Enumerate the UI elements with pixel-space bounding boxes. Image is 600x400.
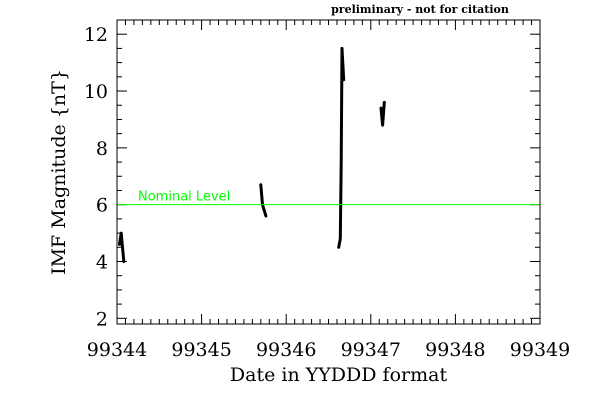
y-tick-label: 6 — [96, 195, 108, 217]
x-tick-label: 99347 — [341, 339, 401, 361]
data-line-segment — [259, 183, 268, 218]
x-tick-label: 99348 — [425, 339, 485, 361]
y-tick-label: 8 — [96, 138, 108, 160]
data-line-segment — [118, 231, 126, 263]
y-tick-labels: 2 4 6 8 10 12 — [84, 24, 108, 330]
data-line-segment — [379, 100, 386, 127]
preliminary-note: preliminary - not for citation — [331, 3, 509, 16]
y-tick-label: 10 — [84, 81, 108, 103]
y-tick-label: 4 — [96, 251, 108, 273]
axis-ticks — [116, 20, 541, 324]
plot-frame — [116, 19, 541, 325]
y-tick-label: 2 — [96, 308, 108, 330]
x-tick-label: 99349 — [510, 339, 570, 361]
x-tick-label: 99346 — [256, 339, 316, 361]
y-tick-label: 12 — [84, 24, 108, 46]
x-tick-label: 99345 — [171, 339, 231, 361]
nominal-level-label: Nominal Level — [138, 190, 230, 205]
x-axis-title: Date in YYDDD format — [230, 364, 448, 386]
data-line-segment — [337, 46, 346, 249]
x-tick-labels: 99344 99345 99346 99347 99348 99349 — [87, 339, 570, 361]
data-series — [118, 46, 386, 263]
y-axis-title: IMF Magnitude {nT} — [48, 69, 70, 275]
x-tick-label: 99344 — [87, 339, 147, 361]
